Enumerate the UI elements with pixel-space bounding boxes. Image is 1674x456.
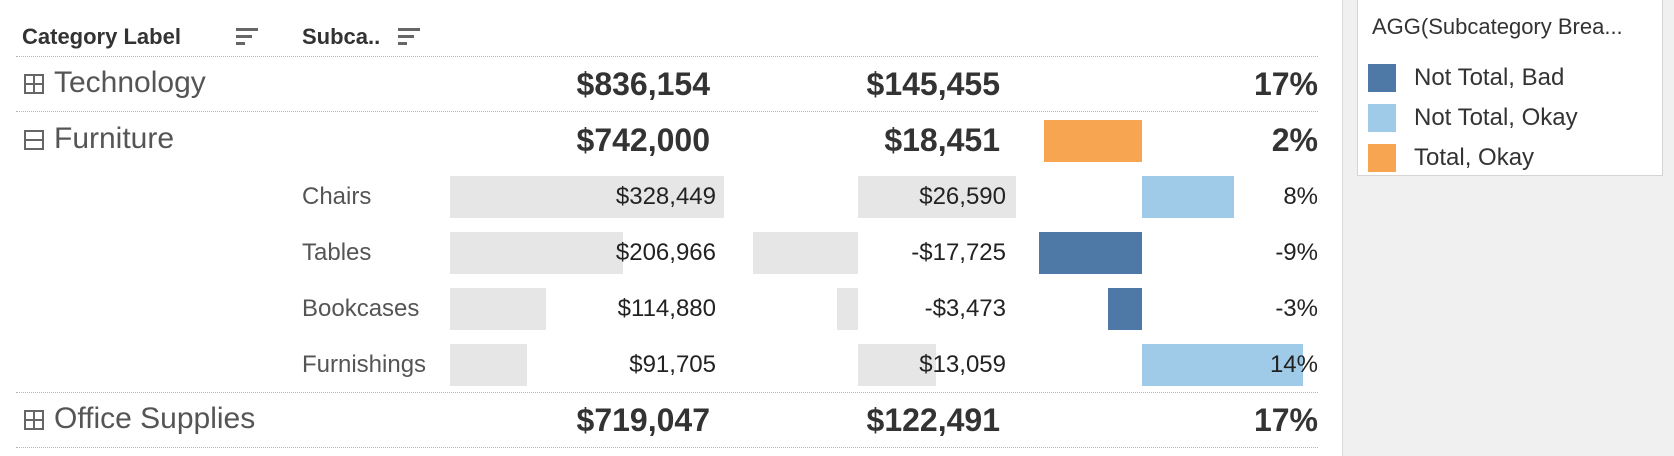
expand-icon[interactable] <box>24 410 44 435</box>
sales-value: $206,966 <box>615 239 716 266</box>
legend-title[interactable]: AGG(Subcategory Brea... <box>1372 14 1623 39</box>
ratio-bar[interactable] <box>1038 232 1142 274</box>
ratio-value: 17% <box>1253 402 1318 438</box>
legend-panel: AGG(Subcategory Brea... Not Total, Bad N… <box>1342 0 1674 456</box>
sales-value: $91,705 <box>629 351 716 378</box>
sort-icon[interactable] <box>236 28 262 50</box>
subcategory-name: Tables <box>302 239 372 266</box>
category-furniture[interactable]: Furniture <box>54 122 175 155</box>
subcategory-header[interactable]: Subca.. <box>302 24 381 49</box>
legend-label: Not Total, Okay <box>1414 104 1578 131</box>
sales-value: $836,154 <box>576 66 710 102</box>
row-divider <box>16 56 1318 57</box>
profit-value: $122,491 <box>866 402 1000 438</box>
ratio-value: 8% <box>1283 183 1318 210</box>
sales-bar[interactable] <box>450 176 724 218</box>
profit-value: $18,451 <box>884 122 1000 158</box>
profit-value: $145,455 <box>866 66 1000 102</box>
ratio-value: -9% <box>1275 239 1318 266</box>
row-divider <box>16 447 1318 448</box>
ratio-value: 14% <box>1269 351 1318 378</box>
profit-bar[interactable] <box>752 232 858 274</box>
sales-bar[interactable] <box>450 288 546 330</box>
ratio-value: 17% <box>1253 66 1318 102</box>
ratio-bar[interactable] <box>1107 288 1142 330</box>
legend-label: Not Total, Bad <box>1414 64 1565 91</box>
profit-value: $13,059 <box>919 351 1006 378</box>
ratio-bar[interactable] <box>1044 120 1142 162</box>
sales-value: $742,000 <box>576 122 710 158</box>
legend-swatch <box>1368 104 1396 132</box>
ratio-bar[interactable] <box>1142 176 1234 218</box>
ratio-value: 2% <box>1271 122 1318 158</box>
category-label-header[interactable]: Category Label <box>22 24 181 49</box>
profit-value: -$3,473 <box>924 295 1006 322</box>
sales-bar[interactable] <box>450 344 527 386</box>
sales-value: $328,449 <box>615 183 716 210</box>
subcategory-name: Chairs <box>302 183 372 210</box>
sales-value: $114,880 <box>617 295 716 322</box>
profit-value: $26,590 <box>919 183 1006 210</box>
profit-bar[interactable] <box>837 288 858 330</box>
legend-swatch <box>1368 144 1396 172</box>
expand-icon[interactable] <box>24 74 44 99</box>
color-legend: AGG(Subcategory Brea... Not Total, Bad N… <box>1357 0 1663 176</box>
sales-value: $719,047 <box>576 402 710 438</box>
profit-bar[interactable] <box>858 176 1016 218</box>
category-technology[interactable]: Technology <box>54 66 206 99</box>
ratio-value: -3% <box>1275 295 1318 322</box>
subcategory-name: Bookcases <box>302 295 420 322</box>
legend-swatch <box>1368 64 1396 92</box>
row-divider <box>16 111 1318 112</box>
category-office-supplies[interactable]: Office Supplies <box>54 402 256 435</box>
collapse-icon[interactable] <box>24 130 44 155</box>
row-divider <box>16 392 1318 393</box>
legend-label: Total, Okay <box>1414 144 1535 171</box>
ratio-bar[interactable] <box>1142 344 1303 386</box>
sales-bar[interactable] <box>450 232 623 274</box>
subcategory-name: Furnishings <box>302 351 427 378</box>
profit-bar[interactable] <box>858 344 936 386</box>
sort-icon[interactable] <box>398 28 424 50</box>
profit-value: -$17,725 <box>911 239 1006 266</box>
